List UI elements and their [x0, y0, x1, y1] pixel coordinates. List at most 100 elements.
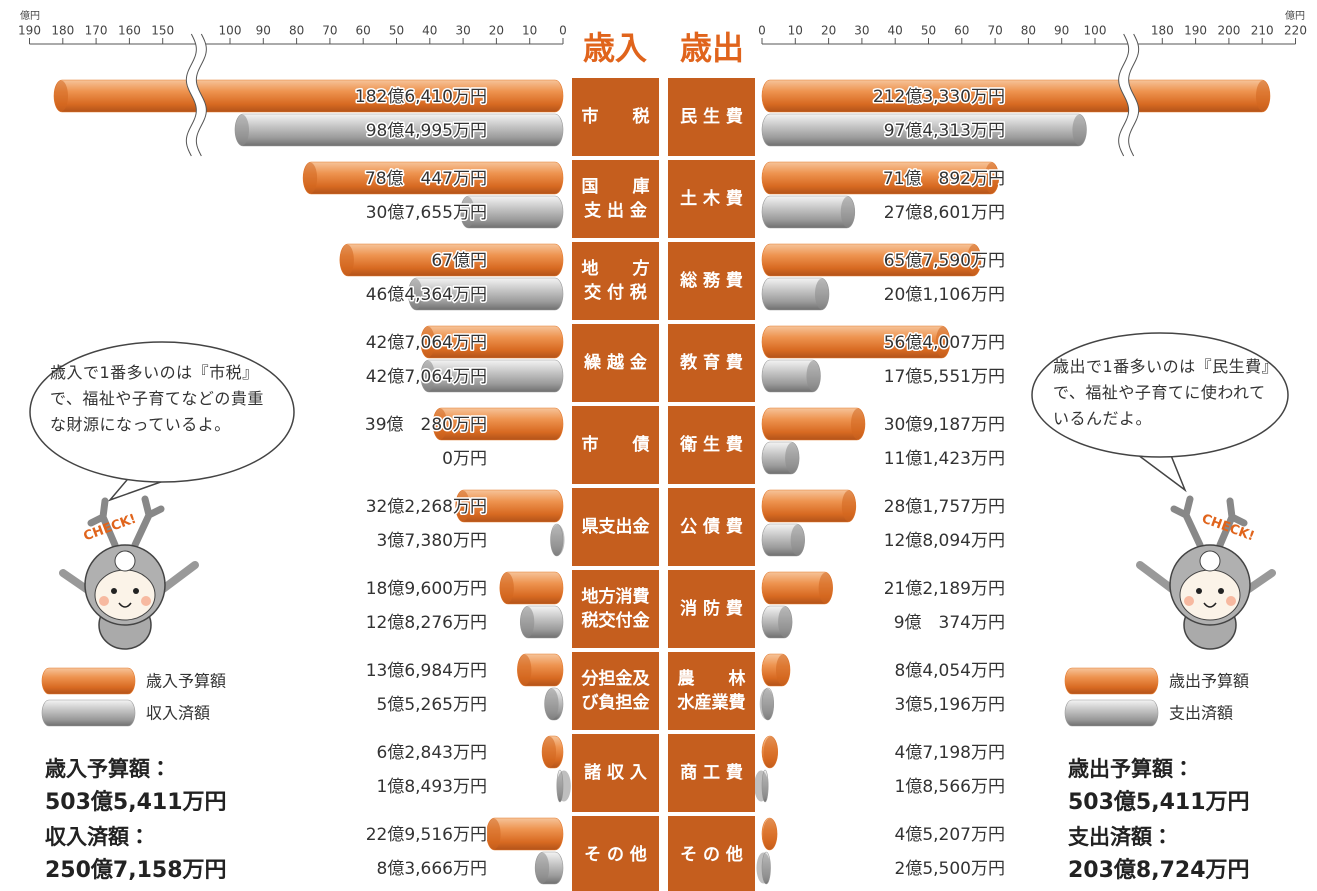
- category-label: 地 方: [582, 258, 650, 279]
- value-label: 17億5,551万円: [884, 367, 1005, 387]
- category-label: そ の 他: [680, 844, 743, 865]
- value-label: 97億4,313万円: [884, 121, 1005, 141]
- side-title: 歳出: [680, 29, 744, 67]
- value-label: 46億4,364万円: [366, 285, 487, 305]
- x-tick-label: 90: [256, 24, 271, 38]
- mascot-eye: [1218, 588, 1224, 594]
- value-label: 4億5,207万円: [895, 825, 1005, 845]
- bar-cap: [850, 408, 865, 440]
- bar-cap: [339, 244, 354, 276]
- value-label: 39億 280万円: [365, 415, 487, 435]
- x-tick-label: 40: [888, 24, 903, 38]
- x-tick-label: 10: [788, 24, 803, 38]
- category-box: [668, 406, 755, 484]
- speech-bubble: [1031, 332, 1289, 458]
- category-label: 農 林: [678, 668, 746, 689]
- x-tick-label: 80: [289, 24, 304, 38]
- value-label: 182億6,410万円: [355, 87, 487, 107]
- side-title: 歳入: [583, 29, 647, 67]
- x-tick-label: 100: [1084, 24, 1107, 38]
- mascot-cheek: [1184, 596, 1194, 606]
- mascot: [1136, 495, 1276, 650]
- value-label: 32億2,268万円: [366, 497, 487, 517]
- value-label: 30億9,187万円: [884, 415, 1005, 435]
- legend-label: 支出済額: [1169, 704, 1233, 723]
- value-label: 71億 892万円: [883, 169, 1005, 189]
- value-label: 12億8,276万円: [366, 613, 487, 633]
- total-value: 503億5,411万円: [45, 789, 227, 815]
- value-label: 28億1,757万円: [884, 497, 1005, 517]
- bar-cap: [790, 524, 805, 556]
- bar-cap: [1072, 114, 1087, 146]
- bar-cap: [840, 196, 855, 228]
- bar-cap: [1255, 80, 1270, 112]
- value-label: 8億4,054万円: [895, 661, 1005, 681]
- axis-unit: 億円: [1285, 9, 1305, 22]
- value-label: 3億5,196万円: [895, 695, 1005, 715]
- x-tick-label: 220: [1284, 24, 1307, 38]
- value-label: 13億6,984万円: [366, 661, 487, 681]
- x-tick-label: 30: [455, 24, 470, 38]
- legend-label: 歳入予算額: [146, 672, 226, 691]
- category-box: [572, 160, 659, 238]
- x-tick-label: 70: [322, 24, 337, 38]
- bar-cap: [984, 162, 999, 194]
- category-label: 市 税: [582, 106, 650, 127]
- mascot-antler: [87, 495, 165, 549]
- value-label: 2億5,500万円: [895, 859, 1005, 879]
- mascot-emblem: [114, 550, 136, 572]
- x-tick-label: 40: [422, 24, 437, 38]
- bar-cap: [544, 688, 559, 720]
- category-label: 水産業費: [677, 692, 746, 713]
- mascot-eye: [111, 588, 117, 594]
- x-tick-label: 100: [219, 24, 242, 38]
- legend-swatch: [41, 699, 136, 727]
- bar-cap: [499, 572, 514, 604]
- category-label: 土 木 費: [680, 188, 743, 209]
- category-box: [668, 734, 755, 812]
- bar-cap: [433, 408, 448, 440]
- total-label: 歳出予算額：: [1068, 757, 1194, 781]
- bar-cap: [775, 654, 790, 686]
- x-tick-label: 60: [356, 24, 371, 38]
- bar-cap: [778, 606, 793, 638]
- legend-label: 歳出予算額: [1169, 672, 1249, 691]
- bar: [761, 407, 866, 441]
- value-label: 20億1,106万円: [884, 285, 1005, 305]
- bar-cap: [486, 818, 501, 850]
- speech-bubble: [29, 341, 295, 483]
- category-box: [572, 652, 659, 730]
- total-value: 250億7,158万円: [45, 857, 227, 883]
- bar-cap: [556, 770, 571, 802]
- category-box: [668, 242, 755, 320]
- category-box: [572, 242, 659, 320]
- bar-cap: [759, 688, 774, 720]
- total-value: 503億5,411万円: [1068, 789, 1250, 815]
- axis-break-line: [1128, 33, 1140, 157]
- x-tick-label: 210: [1251, 24, 1274, 38]
- value-label: 1億8,566万円: [895, 777, 1005, 797]
- legend-swatch: [1064, 699, 1159, 727]
- x-tick-label: 200: [1217, 24, 1240, 38]
- bar-cap: [303, 162, 318, 194]
- x-tick-label: 10: [522, 24, 537, 38]
- category-label: 公 債 費: [680, 516, 743, 537]
- value-label: 0万円: [442, 449, 487, 469]
- x-tick-label: 50: [389, 24, 404, 38]
- category-label: 教 育 費: [679, 352, 743, 373]
- mascot-mouth: [1203, 602, 1217, 608]
- bars: [53, 79, 1271, 885]
- value-label: 3億7,380万円: [377, 531, 487, 551]
- mascot-antler: [1170, 495, 1248, 549]
- bar-cap: [542, 736, 557, 768]
- speech-text: 歳出で1番多いのは『民生費』で、福祉や子育てに使われているんだよ。: [1053, 357, 1271, 428]
- x-tick-label: 190: [18, 24, 41, 38]
- speech-bubble-join: [1131, 446, 1169, 454]
- axis-break-line: [1118, 33, 1130, 157]
- bar-cap: [763, 736, 778, 768]
- category-box: [572, 488, 659, 566]
- bar-cap: [935, 326, 950, 358]
- category-label: 商 工 費: [680, 762, 743, 783]
- bar-cap: [408, 278, 423, 310]
